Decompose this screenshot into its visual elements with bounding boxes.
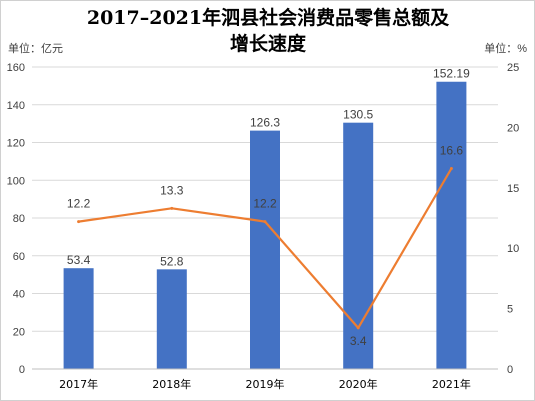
right-tick-label: 25 (507, 62, 519, 74)
left-tick-label: 160 (7, 62, 25, 74)
line-point (263, 220, 267, 224)
bar (156, 269, 187, 369)
line-value-label: 12.2 (67, 197, 91, 211)
bar-value-label: 53.4 (67, 253, 91, 267)
line-value-label: 3.4 (350, 334, 367, 348)
category-label: 2020年 (339, 377, 378, 391)
left-tick-label: 120 (7, 138, 25, 150)
category-label: 2018年 (152, 377, 191, 391)
line-point (170, 206, 174, 210)
line-value-label: 13.3 (160, 183, 184, 197)
right-axis-ticks: 0 5 10 15 20 25 (507, 62, 519, 376)
bar-data-labels: 53.4 52.8 126.3 130.5 152.19 (67, 67, 470, 269)
bar-value-label: 130.5 (343, 108, 373, 122)
bar (436, 81, 467, 369)
category-label: 2017年 (59, 377, 98, 391)
right-tick-label: 0 (507, 364, 513, 376)
right-tick-label: 5 (507, 304, 513, 316)
line-value-label: 12.2 (253, 197, 277, 211)
left-tick-label: 40 (13, 289, 25, 301)
bar (63, 268, 94, 369)
left-axis-ticks: 0 20 40 60 80 100 120 140 160 (7, 62, 25, 376)
line-point (356, 326, 360, 330)
left-tick-label: 100 (7, 175, 25, 187)
bar (250, 130, 280, 369)
right-tick-label: 10 (507, 243, 519, 255)
right-tick-label: 20 (507, 122, 519, 134)
line-series (77, 166, 453, 330)
left-tick-label: 20 (13, 326, 25, 338)
right-axis-unit: 单位：% (484, 41, 527, 55)
left-axis-unit: 单位：亿元 (8, 41, 63, 55)
bar-value-label: 126.3 (250, 116, 280, 130)
line-point (77, 220, 81, 224)
bar (343, 122, 374, 370)
line-point (449, 166, 453, 170)
left-tick-label: 0 (19, 364, 25, 376)
category-axis: 2017年 2018年 2019年 2020年 2021年 (32, 368, 498, 391)
left-tick-label: 80 (13, 213, 25, 225)
left-tick-label: 140 (7, 100, 25, 112)
bar-value-label: 152.19 (433, 67, 470, 81)
category-label: 2021年 (432, 377, 471, 391)
category-label: 2019年 (246, 377, 285, 391)
chart-title-line1: 2017–2021年泗县社会消费品零售总额及 (87, 6, 450, 29)
line-data-labels: 12.2 13.3 12.2 3.4 16.6 (67, 143, 463, 347)
line-value-label: 16.6 (440, 143, 464, 157)
bar-value-label: 52.8 (160, 254, 184, 268)
left-tick-label: 60 (13, 251, 25, 263)
right-tick-label: 15 (507, 183, 519, 195)
chart-title-line2: 增长速度 (230, 32, 307, 55)
